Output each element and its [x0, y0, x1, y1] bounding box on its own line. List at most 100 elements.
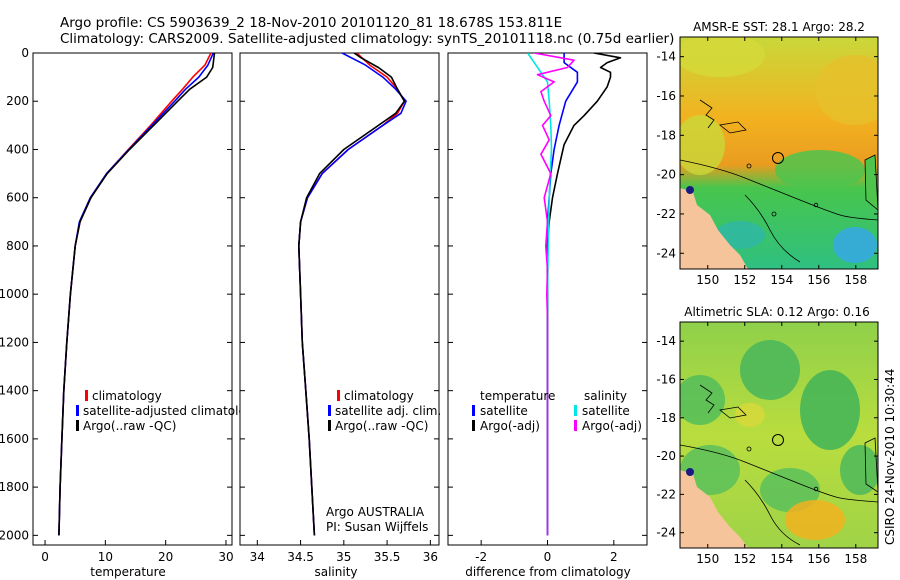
salinity-panel: 34 34.5 35 35.5 36 salinity climatology sate…	[239, 52, 441, 579]
sst-map-panel: AMSR-E SST: 28.1 Argo: 28.2 150 152 154 156…	[656, 20, 879, 287]
legend-swatch-argo	[328, 420, 331, 431]
y-tick-label: 1400	[0, 384, 29, 398]
reef-outline	[699, 384, 715, 414]
x-tick-label: 35	[336, 550, 351, 564]
sst-map-frame	[679, 36, 879, 270]
side-timestamp: CSIRO 24-Nov-2010 10:30:44	[883, 369, 897, 545]
island-marker	[771, 211, 777, 217]
x-tick-label: 0	[41, 550, 49, 564]
y-tick-label: 2000	[0, 528, 29, 542]
legend-label-argo: Argo(..raw -QC)	[83, 419, 176, 433]
salinity-annotation-line2: PI: Susan Wijffels	[326, 520, 428, 534]
map-y-tick-label: -24	[656, 246, 676, 260]
legend-label-temp-argo: Argo(-adj)	[480, 419, 540, 433]
y-tick-label: 200	[6, 94, 29, 108]
salinity-annotation-line1: Argo AUSTRALIA	[326, 505, 425, 519]
sla-blob	[800, 370, 860, 450]
legend-swatch-satellite	[328, 405, 331, 416]
map-y-tick-label: -18	[656, 128, 676, 142]
map-y-tick-label: -18	[656, 411, 676, 425]
x-tick-label: 34.5	[287, 550, 314, 564]
salinity-axes-frame	[239, 52, 440, 546]
y-tick-label: 1800	[0, 480, 29, 494]
island-marker	[746, 163, 752, 169]
map-y-tick-label: -24	[656, 526, 676, 540]
map-x-tick-label: 156	[807, 552, 830, 566]
sst-blob	[680, 37, 765, 77]
salinity-legend: climatology satellite adj. clim. Argo(..…	[328, 389, 441, 433]
legend-swatch-climatology	[337, 390, 340, 401]
sst-blob	[815, 55, 878, 125]
legend-swatch-argo	[76, 420, 79, 431]
island-marker	[813, 202, 819, 208]
sst-blob	[680, 115, 725, 175]
land-mass	[680, 188, 748, 269]
map-y-tick-label: -20	[656, 168, 676, 182]
legend-swatch-climatology	[85, 390, 88, 401]
map-x-tick-label: 152	[733, 273, 756, 287]
map-y-tick-label: -16	[656, 372, 676, 386]
land-mass	[680, 470, 748, 548]
reef-outline	[719, 121, 747, 134]
legend-swatch-sal-argo	[574, 420, 577, 431]
x-tick-label: 20	[158, 550, 173, 564]
legend-swatch-temp-argo	[472, 420, 475, 431]
y-tick-label: 600	[6, 191, 29, 205]
y-tick-label: 1600	[0, 432, 29, 446]
map-x-tick-label: 154	[770, 273, 793, 287]
map-y-tick-label: -14	[656, 50, 676, 64]
x-tick-label: 36	[423, 550, 438, 564]
x-tick-label: 35.5	[374, 550, 401, 564]
map-x-tick-label: 158	[844, 273, 867, 287]
sla-blob	[840, 445, 878, 495]
series-line-salinity-argo	[534, 53, 575, 536]
reef-outline	[864, 154, 878, 211]
figure-title-line1: Argo profile: CS 5903639_2 18-Nov-2010 2…	[60, 15, 562, 31]
legend-label-sal-argo: Argo(-adj)	[582, 419, 642, 433]
reef-outline	[719, 406, 747, 419]
reef-outline	[699, 99, 715, 129]
bathymetry-contour	[680, 159, 878, 221]
y-tick-label: 1200	[0, 335, 29, 349]
sla-blob	[760, 468, 820, 512]
legend-label-argo: Argo(..raw -QC)	[335, 419, 428, 433]
temperature-axes-frame	[32, 52, 233, 546]
sla-map-frame	[679, 321, 879, 549]
coast-marker	[686, 468, 694, 476]
temperature-panel: 0 10 20 30 0 200 400 600 800 1000 1200 1400 1600 1800…	[0, 46, 261, 579]
sla-blob	[735, 403, 765, 427]
y-tick-label: 1000	[0, 287, 29, 301]
sla-map-panel: Altimetric SLA: 0.12 Argo: 0.16 150 152 15…	[656, 305, 879, 566]
y-tick-label: 400	[6, 142, 29, 156]
sla-map-title: Altimetric SLA: 0.12 Argo: 0.16	[684, 305, 869, 319]
figure-title-line2: Climatology: CARS2009. Satellite-adjuste…	[60, 31, 674, 47]
temperature-xlabel: temperature	[90, 565, 165, 579]
y-tick-label: 800	[6, 239, 29, 253]
sla-blob	[785, 500, 845, 540]
x-tick-label: 2	[610, 550, 618, 564]
legend-label-satellite: satellite-adjusted climatology	[83, 404, 261, 418]
sst-blob	[775, 150, 865, 190]
difference-panel: -2 0 2 difference from climatology tempera…	[447, 52, 648, 579]
sst-map-title: AMSR-E SST: 28.1 Argo: 28.2	[693, 20, 865, 34]
map-y-tick-label: -16	[656, 89, 676, 103]
series-line-argo	[297, 53, 406, 536]
map-x-tick-label: 150	[696, 552, 719, 566]
argo-position-marker	[772, 152, 784, 164]
difference-xlabel: difference from climatology	[465, 565, 631, 579]
bathymetry-contour	[680, 444, 878, 503]
series-line-argo	[58, 53, 216, 536]
legend-swatch-temp-satellite	[472, 405, 475, 416]
map-y-tick-label: -22	[656, 207, 676, 221]
legend-swatch-satellite	[76, 405, 79, 416]
sst-map-field	[680, 37, 878, 269]
legend-label-satellite: satellite adj. clim.	[335, 404, 441, 418]
map-x-tick-label: 150	[696, 273, 719, 287]
map-x-tick-label: 152	[733, 552, 756, 566]
legend-head-temperature: temperature	[480, 389, 555, 403]
legend-label-sal-satellite: satellite	[582, 404, 630, 418]
legend-swatch-sal-satellite	[574, 405, 577, 416]
map-x-tick-label: 154	[770, 552, 793, 566]
temperature-legend: climatology satellite-adjusted climatolo…	[76, 389, 261, 433]
